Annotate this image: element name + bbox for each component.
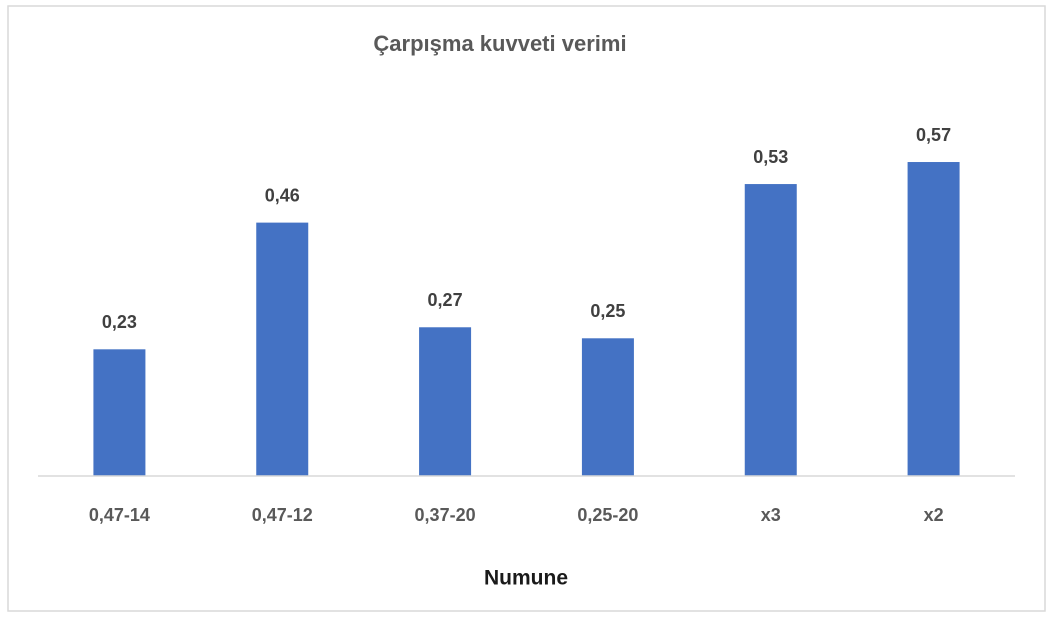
bar [907,162,960,476]
data-label: 0,46 [265,185,300,205]
x-axis-title: Numune [484,567,568,590]
x-tick-label: 0,25-20 [577,505,638,525]
data-label: 0,23 [102,312,137,332]
data-label: 0,25 [590,301,625,321]
x-tick-label: x2 [924,505,944,525]
bar [581,338,634,476]
data-label: 0,57 [916,125,951,145]
x-tick-label: 0,37-20 [415,505,476,525]
x-tick-label: 0,47-14 [89,505,150,525]
bar [744,184,797,476]
bar [93,349,146,476]
bar [419,327,472,476]
x-tick-label: 0,47-12 [252,505,313,525]
chart-border [7,5,1046,612]
data-label: 0,53 [753,147,788,167]
chart-title: Çarpışma kuvveti verimi [373,31,626,56]
data-label: 0,27 [428,290,463,310]
x-tick-label: x3 [761,505,781,525]
bar [256,222,309,476]
